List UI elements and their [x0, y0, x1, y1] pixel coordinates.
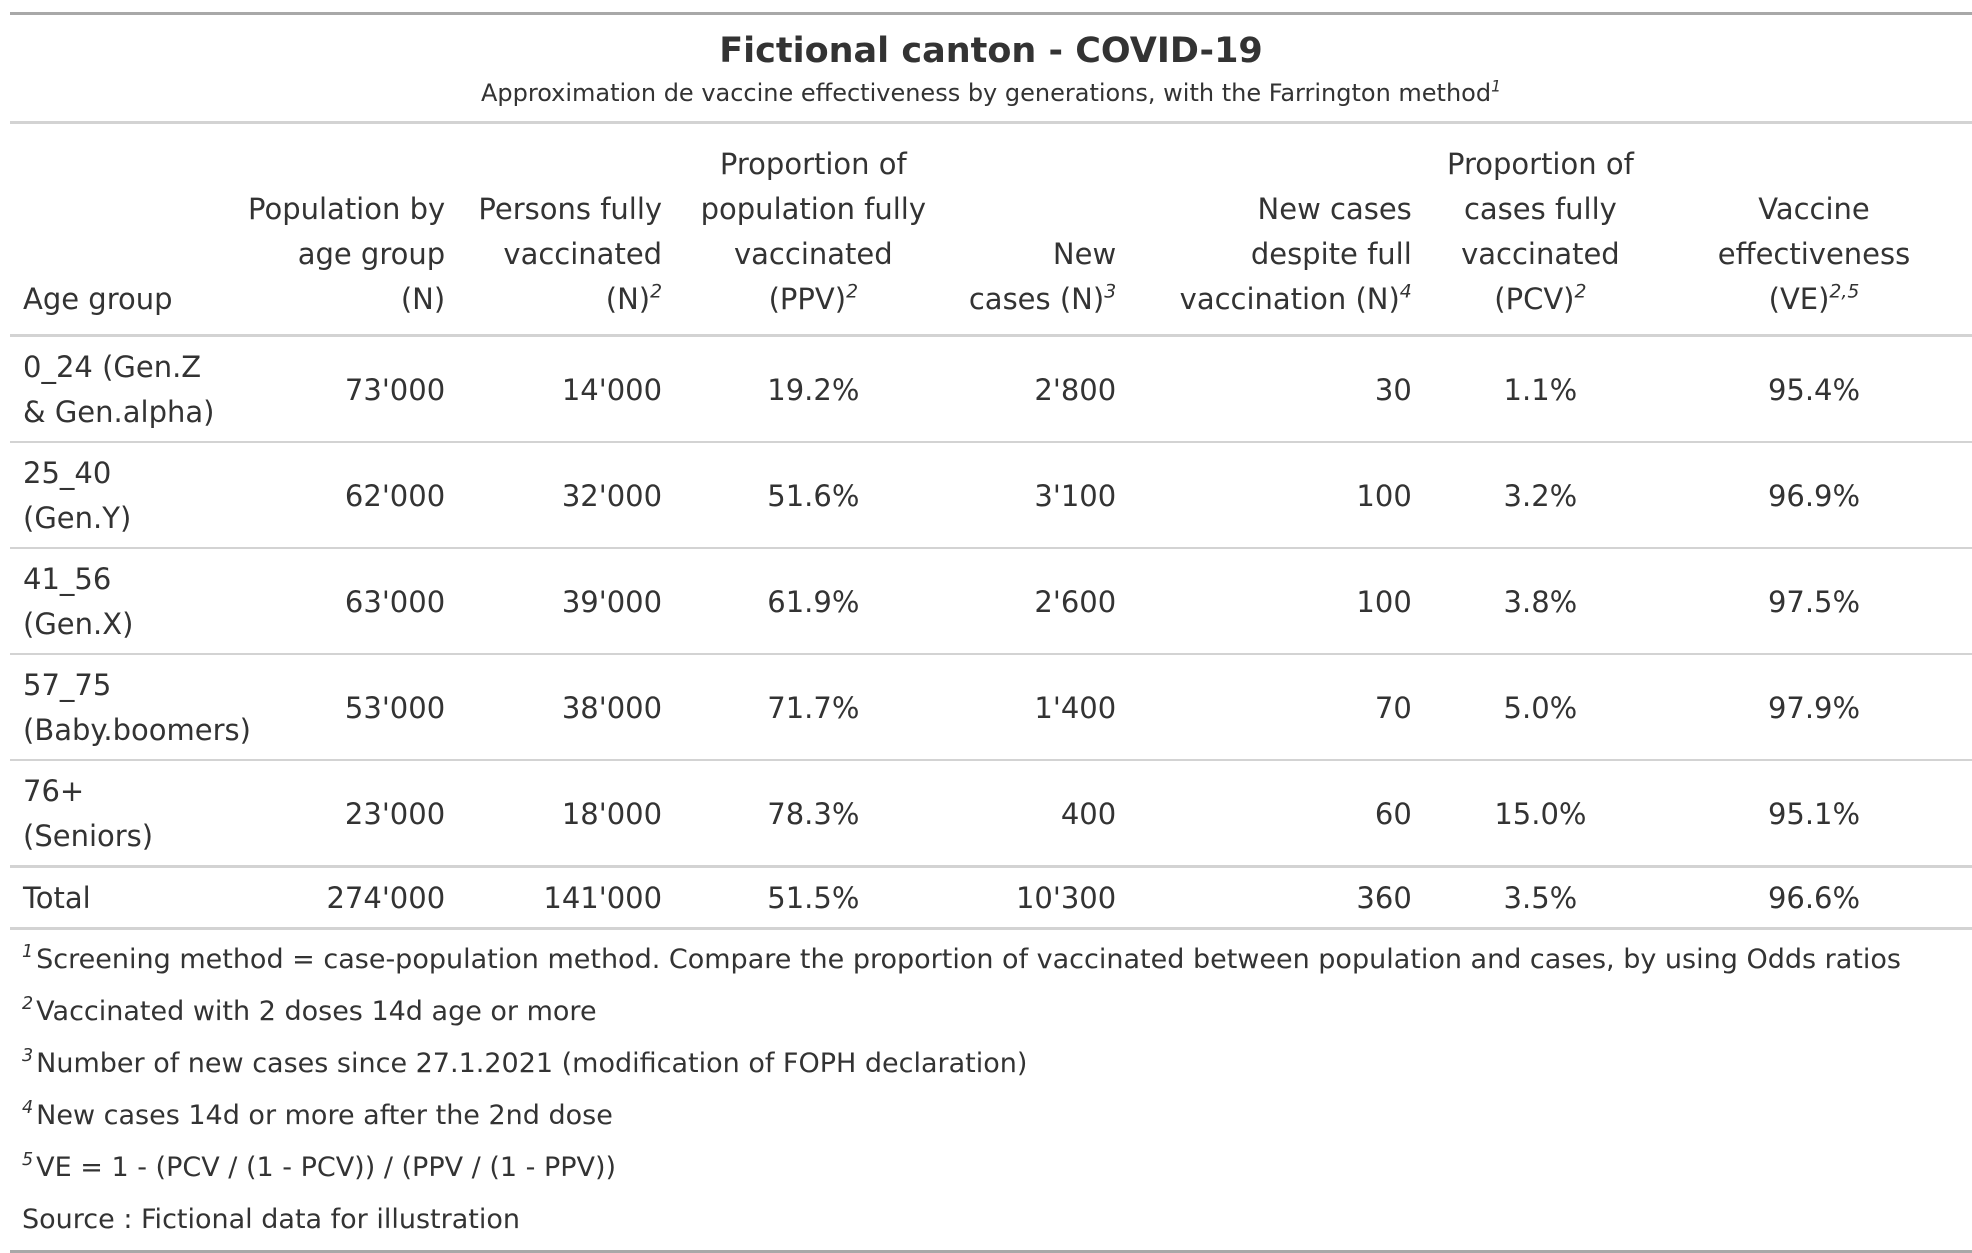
cell-age-group: 0_24 (Gen.Z & Gen.alpha) [23, 350, 215, 429]
cell-pcv: 3.5% [1424, 865, 1657, 929]
table-row: 0_24 (Gen.Z & Gen.alpha) 73'000 14'000 1… [10, 336, 1972, 443]
cell-population: 53'000 [234, 653, 459, 760]
column-header-row: Age group Population by age group (N) Pe… [10, 122, 1972, 337]
column-header-pcv: Proportion of cases fully vaccinated (PC… [1424, 122, 1657, 337]
footnote: 5 VE = 1 - (PCV / (1 - PCV)) / (PPV / (1 … [10, 1140, 1972, 1192]
cell-new-cases: 1'400 [951, 653, 1130, 760]
cell-new-cases: 400 [951, 759, 1130, 867]
cell-age-group: 76+ (Seniors) [10, 759, 235, 867]
cell-ppv: 71.7% [675, 653, 952, 760]
cell-cases-vaccinated: 360 [1129, 865, 1425, 929]
cell-population: 23'000 [234, 759, 459, 867]
cell-vaccinated: 38'000 [458, 653, 676, 760]
cell-population: 73'000 [344, 372, 446, 407]
footnote-text: Vaccinated with 2 doses 14d age or more [36, 996, 597, 1027]
cell-age-group: 57_75 (Baby.boomers) [10, 653, 251, 760]
footnote: 2 Vaccinated with 2 doses 14d age or more [10, 984, 1972, 1036]
cell-pcv: 5.0% [1424, 653, 1657, 760]
cell-vaccinated: 39'000 [458, 547, 676, 654]
cell-ve: 97.9% [1656, 653, 1972, 760]
footnote-text: Number of new cases since 27.1.2021 (mod… [36, 1048, 1028, 1079]
cell-age-group: 25_40 (Gen.Y) [10, 441, 235, 548]
table-row: 57_75 (Baby.boomers) 53'000 38'000 71.7%… [10, 653, 1972, 760]
cell-total-label: Total [10, 865, 235, 929]
column-header-age-group: Age group [10, 122, 235, 337]
cell-new-cases: 3'100 [951, 441, 1130, 548]
column-header-cases-vaccinated: New cases despite full vaccination (N)4 [1129, 122, 1425, 337]
cell-pcv: 1.1% [1503, 372, 1578, 407]
cell-vaccinated: 18'000 [458, 759, 676, 867]
cell-ppv: 78.3% [675, 759, 952, 867]
cell-cases-vaccinated: 70 [1129, 653, 1425, 760]
cell-vaccinated: 141'000 [458, 865, 676, 929]
cell-cases-vaccinated: 30 [1374, 372, 1412, 407]
cell-pcv: 3.2% [1424, 441, 1657, 548]
column-header-ppv: Proportion of population fully vaccinate… [675, 122, 952, 337]
footnote-mark: 2 [22, 994, 34, 1015]
footnote-mark: 1 [22, 942, 34, 963]
cell-new-cases: 10'300 [951, 865, 1130, 929]
column-header-ve: Vaccine effectiveness (VE)2,5 [1656, 122, 1972, 337]
total-row: Total 274'000 141'000 51.5% 10'300 360 3… [10, 865, 1972, 929]
table-title: Fictional canton - COVID-19 [719, 31, 1263, 71]
footnote: 4 New cases 14d or more after the 2nd dos… [10, 1088, 1972, 1140]
cell-vaccinated: 32'000 [458, 441, 676, 548]
footnote-text: Screening method = case-population metho… [36, 944, 1901, 975]
cell-ve: 96.9% [1656, 441, 1972, 548]
table-row: 76+ (Seniors) 23'000 18'000 78.3% 400 60… [10, 759, 1972, 867]
source-note: Source : Fictional data for illustration [10, 1192, 1972, 1252]
cell-ppv: 19.2% [767, 372, 860, 407]
footnote-mark: 3 [22, 1046, 34, 1067]
cell-ve: 95.4% [1767, 372, 1861, 407]
cell-pcv: 3.8% [1424, 547, 1657, 654]
footnote-text: New cases 14d or more after the 2nd dose [36, 1100, 613, 1131]
vaccine-effectiveness-table: Fictional canton - COVID-19 Approximatio… [10, 12, 1972, 1253]
footnote-text: VE = 1 - (PCV / (1 - PCV)) / (PPV / (1 -… [36, 1152, 617, 1183]
footnote-mark: 5 [22, 1150, 34, 1171]
cell-ppv: 61.9% [675, 547, 952, 654]
cell-ppv: 51.5% [675, 865, 952, 929]
table-row: 25_40 (Gen.Y) 62'000 32'000 51.6% 3'100 … [10, 441, 1972, 548]
footnote: 1 Screening method = case-population meth… [10, 927, 1972, 984]
cell-cases-vaccinated: 100 [1129, 547, 1425, 654]
footnote-mark: 4 [22, 1098, 34, 1119]
cell-pcv: 15.0% [1424, 759, 1657, 867]
footnote: 3 Number of new cases since 27.1.2021 (mo… [10, 1036, 1972, 1088]
cell-cases-vaccinated: 60 [1129, 759, 1425, 867]
cell-ve: 96.6% [1656, 865, 1972, 929]
column-header-population: Population by age group (N) [234, 122, 459, 337]
column-header-new-cases: New cases (N)3 [951, 122, 1130, 337]
vaccine-effectiveness-table-container: Fictional canton - COVID-19 Approximatio… [10, 12, 1972, 1253]
cell-population: 274'000 [234, 865, 459, 929]
source-text: Source : Fictional data for illustration [22, 1204, 520, 1235]
cell-new-cases: 2'600 [951, 547, 1130, 654]
cell-ppv: 51.6% [675, 441, 952, 548]
cell-age-group: 41_56 (Gen.X) [10, 547, 235, 654]
table-row: 41_56 (Gen.X) 63'000 39'000 61.9% 2'600 … [10, 547, 1972, 654]
table-subtitle: Approximation de vaccine effectiveness b… [10, 75, 1972, 124]
cell-ve: 95.1% [1656, 759, 1972, 867]
column-header-vaccinated: Persons fully vaccinated (N)2 [458, 122, 676, 337]
cell-population: 63'000 [234, 547, 459, 654]
cell-ve: 97.5% [1656, 547, 1972, 654]
cell-new-cases: 2'800 [1034, 372, 1117, 407]
cell-vaccinated: 14'000 [561, 372, 663, 407]
cell-population: 62'000 [234, 441, 459, 548]
subtitle-footnote-mark: 1 [1491, 77, 1502, 96]
cell-cases-vaccinated: 100 [1129, 441, 1425, 548]
